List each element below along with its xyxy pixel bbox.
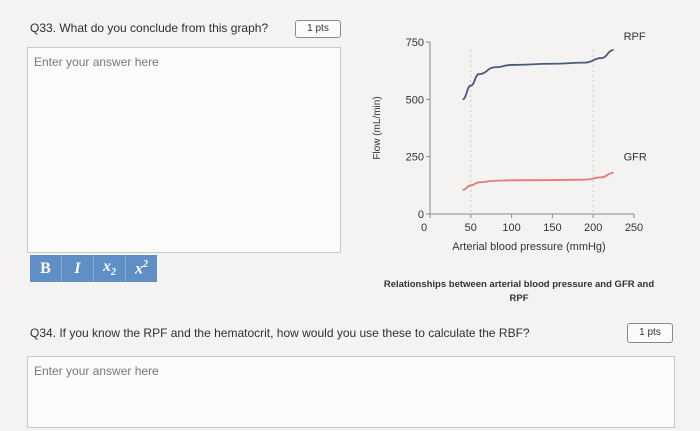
formatting-toolbar: B I x2 x2 — [30, 255, 157, 282]
x-tick-label: 200 — [584, 222, 602, 234]
series-gfr-line — [462, 171, 614, 191]
q34-question: Q34. If you know the RPF and the hematoc… — [30, 326, 530, 340]
italic-button[interactable]: I — [62, 255, 94, 282]
y-tick-label: 750 — [406, 37, 424, 49]
q34-points-badge: 1 pts — [627, 323, 673, 343]
figure-caption-line2: RPF — [509, 293, 529, 304]
chart-axes — [429, 42, 634, 215]
y-axis-label: Flow (mL/min) — [372, 96, 383, 159]
x-tick-label: 100 — [502, 222, 520, 234]
x-tick-label: 250 — [625, 222, 643, 234]
italic-icon: I — [74, 259, 81, 277]
chart-labels: RPF GFR Arterial blood pressure (mmHg) Flow… — [372, 31, 647, 253]
subscript-button[interactable]: x2 — [94, 255, 126, 282]
y-tick-label: 500 — [406, 94, 424, 106]
figure-caption-line1: Relationships between arterial blood pre… — [383, 279, 655, 290]
x-tick-label: 0 — [421, 222, 427, 234]
figure-caption: Relationships between arterial blood pre… — [360, 278, 678, 306]
y-tick-label: 0 — [418, 209, 424, 221]
bold-button[interactable]: B — [30, 255, 62, 282]
q34-answer-placeholder: Enter your answer here — [34, 364, 159, 378]
q33-answer-placeholder: Enter your answer here — [34, 55, 159, 69]
x-tick-label: 150 — [543, 222, 561, 234]
q33-answer-field[interactable]: Enter your answer here — [27, 47, 341, 253]
q33-question: Q33. What do you conclude from this grap… — [30, 21, 269, 35]
q33-points-badge: 1 pts — [295, 20, 341, 38]
chart-ticks: 0 250 500 750 0 50 100 150 200 250 — [406, 37, 644, 234]
superscript-button[interactable]: x2 — [126, 255, 157, 282]
y-tick-label: 250 — [406, 152, 424, 164]
chart-series — [462, 49, 614, 191]
superscript-icon: x2 — [135, 258, 148, 278]
x-tick-label: 50 — [465, 222, 477, 234]
series-rpf-line — [462, 49, 614, 101]
series-rpf-label: RPF — [624, 31, 646, 43]
subscript-icon: x2 — [103, 258, 116, 279]
bold-icon: B — [40, 259, 51, 277]
series-gfr-label: GFR — [624, 152, 647, 164]
x-axis-label: Arterial blood pressure (mmHg) — [452, 241, 605, 253]
chart-grid — [470, 50, 594, 214]
q34-answer-field[interactable]: Enter your answer here — [27, 356, 675, 428]
